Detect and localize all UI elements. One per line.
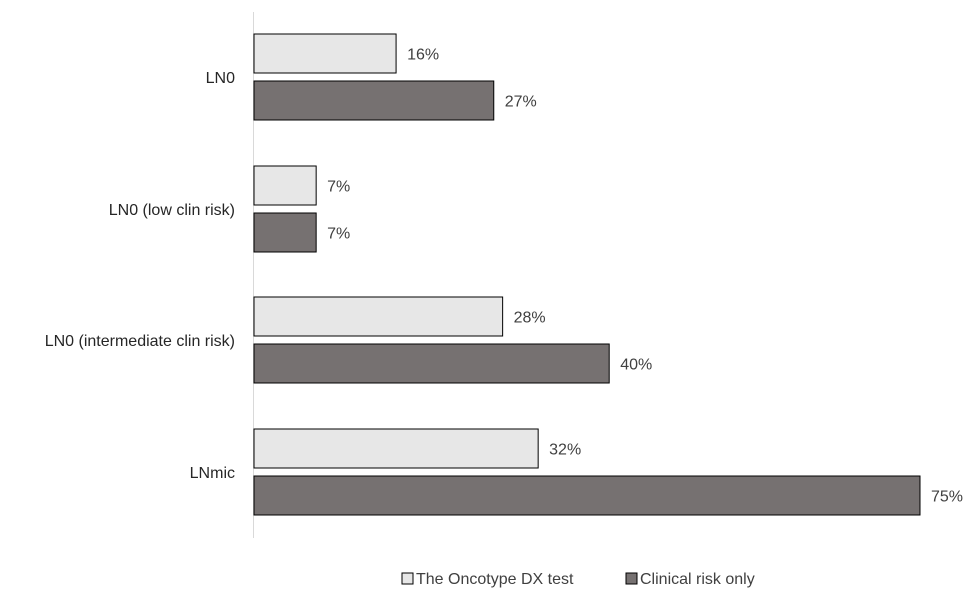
bar-oncotype-3: [253, 428, 539, 469]
value-label-oncotype-3: 32%: [549, 442, 581, 459]
legend-swatch-clinical: [625, 572, 638, 585]
value-label-clinical-3: 75%: [931, 489, 963, 506]
value-label-oncotype-0: 16%: [407, 47, 439, 64]
value-label-clinical-2: 40%: [620, 357, 652, 374]
legend-label-oncotype: The Oncotype DX test: [416, 571, 574, 588]
category-label-1: LN0 (low clin risk): [109, 202, 235, 219]
legend: The Oncotype DX test Clinical risk only: [401, 571, 755, 588]
legend-label-clinical: Clinical risk only: [640, 571, 755, 588]
category-label-0: LN0: [206, 70, 235, 87]
legend-swatch-oncotype: [401, 572, 414, 585]
category-label-2: LN0 (intermediate clin risk): [45, 333, 235, 350]
bar-clinical-3: [253, 475, 921, 516]
value-label-oncotype-1: 7%: [327, 179, 350, 196]
category-label-3: LNmic: [190, 465, 235, 482]
value-labels: 16% 27% 7% 7% 28% 40% 32% 75%: [327, 47, 963, 506]
bar-clinical-2: [253, 343, 610, 384]
bar-oncotype-2: [253, 296, 504, 337]
value-label-clinical-0: 27%: [505, 94, 537, 111]
value-label-oncotype-2: 28%: [514, 310, 546, 327]
bar-oncotype-0: [253, 33, 397, 74]
category-labels: LN0 LN0 (low clin risk) LN0 (intermediate …: [45, 70, 235, 482]
bar-oncotype-1: [253, 165, 317, 206]
bars: [253, 33, 921, 516]
bar-clinical-0: [253, 80, 495, 121]
value-label-clinical-1: 7%: [327, 226, 350, 243]
bar-clinical-1: [253, 212, 317, 253]
